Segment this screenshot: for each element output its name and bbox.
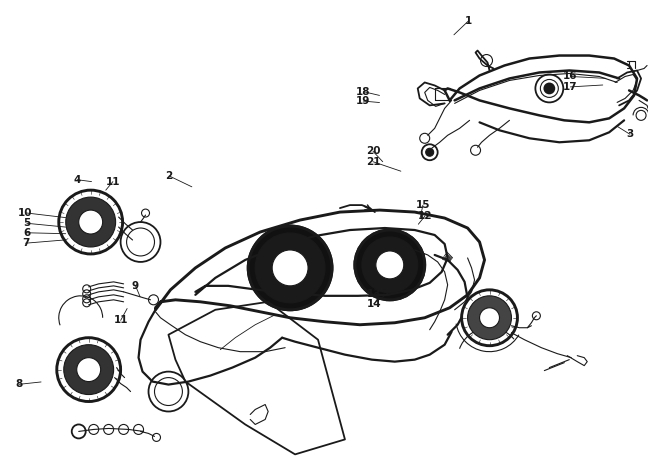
Text: 4: 4 bbox=[73, 175, 81, 185]
Text: 1: 1 bbox=[465, 16, 472, 26]
Circle shape bbox=[56, 338, 121, 401]
Text: 3: 3 bbox=[626, 129, 633, 139]
Text: 9: 9 bbox=[132, 281, 139, 291]
Text: 6: 6 bbox=[23, 228, 31, 238]
Text: 11: 11 bbox=[106, 177, 120, 187]
Text: 21: 21 bbox=[366, 157, 380, 167]
Circle shape bbox=[79, 210, 103, 234]
Circle shape bbox=[480, 308, 500, 328]
Circle shape bbox=[255, 233, 325, 303]
Text: 15: 15 bbox=[415, 200, 430, 210]
Text: 19: 19 bbox=[356, 96, 371, 106]
Text: 8: 8 bbox=[16, 380, 23, 390]
Circle shape bbox=[362, 237, 418, 293]
Circle shape bbox=[545, 84, 554, 94]
Circle shape bbox=[272, 250, 308, 286]
Circle shape bbox=[77, 358, 101, 381]
Text: 13: 13 bbox=[367, 289, 381, 299]
Text: 10: 10 bbox=[18, 208, 33, 218]
Circle shape bbox=[467, 296, 511, 340]
Text: 5: 5 bbox=[23, 218, 31, 228]
Text: 18: 18 bbox=[356, 86, 371, 96]
Circle shape bbox=[59, 190, 123, 254]
Circle shape bbox=[248, 226, 332, 310]
Text: 7: 7 bbox=[22, 238, 29, 248]
Circle shape bbox=[64, 345, 114, 395]
Circle shape bbox=[248, 226, 332, 310]
Circle shape bbox=[66, 197, 116, 247]
Text: 20: 20 bbox=[366, 146, 380, 156]
Text: 12: 12 bbox=[417, 211, 432, 221]
Text: 16: 16 bbox=[563, 71, 578, 82]
Text: 14: 14 bbox=[367, 299, 381, 309]
Text: 2: 2 bbox=[165, 171, 173, 181]
Circle shape bbox=[461, 290, 517, 346]
Circle shape bbox=[426, 148, 434, 156]
Circle shape bbox=[355, 230, 424, 300]
Circle shape bbox=[376, 251, 404, 279]
Circle shape bbox=[355, 230, 424, 300]
Text: 17: 17 bbox=[563, 82, 578, 92]
Text: 11: 11 bbox=[114, 315, 128, 325]
